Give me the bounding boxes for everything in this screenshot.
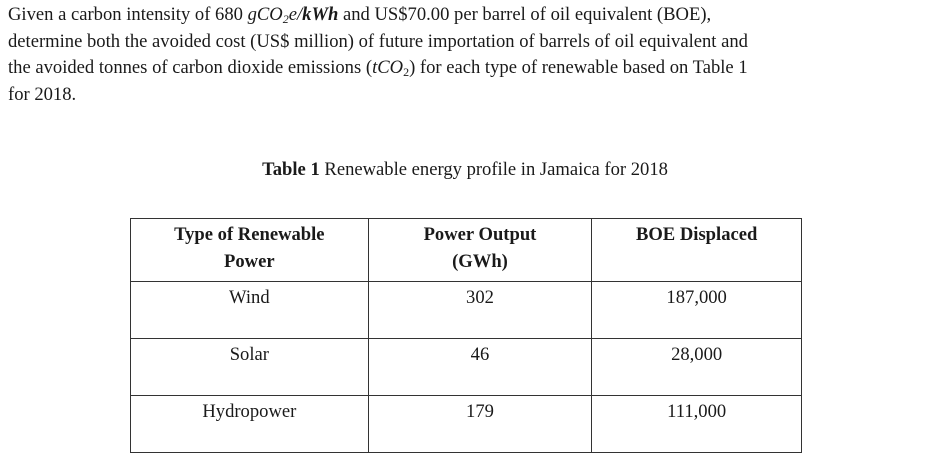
tco2-unit: tCO	[372, 57, 404, 78]
table-caption: Table 1 Renewable energy profile in Jama…	[0, 159, 930, 181]
text-segment: and US$70.00 per barrel of oil equivalen…	[338, 4, 712, 25]
cell-boe-displaced: 111,000	[591, 395, 802, 453]
problem-line-4: for 2018.	[8, 83, 77, 105]
cell-type: Wind	[130, 281, 369, 339]
subscript-2: 2	[403, 65, 410, 79]
table-caption-text: Renewable energy profile in Jamaica for …	[319, 159, 668, 180]
carbon-intensity-unit-kwh: kWh	[302, 4, 339, 25]
problem-line-3: the avoided tonnes of carbon dioxide emi…	[8, 55, 928, 82]
header-text: BOE Displaced	[635, 224, 758, 245]
text-segment: ) for each type of renewable based on Ta…	[409, 57, 748, 78]
table-caption-label: Table 1	[262, 159, 320, 180]
problem-line-1: Given a carbon intensity of 680 gCO2e/kW…	[8, 2, 928, 29]
problem-line-2: determine both the avoided cost (US$ mil…	[8, 30, 748, 52]
column-header-power-output: Power Output (GWh)	[367, 218, 593, 282]
cell-type: Hydropower	[130, 395, 369, 453]
table-row: Solar 46 28,000	[130, 338, 802, 396]
cell-type: Solar	[130, 338, 369, 396]
cell-power-output: 46	[367, 338, 593, 396]
subscript-2: 2	[282, 12, 289, 26]
renewable-energy-table: Type of Renewable Power Power Output (GWh)…	[130, 218, 802, 453]
header-text: (GWh)	[452, 251, 508, 272]
text-segment: the avoided tonnes of carbon dioxide emi…	[8, 57, 373, 78]
cell-power-output: 179	[367, 395, 593, 453]
table-header-row: Type of Renewable Power Power Output (GWh)…	[130, 218, 802, 282]
column-header-type: Type of Renewable Power	[130, 218, 369, 282]
carbon-intensity-unit-part: e/	[288, 4, 303, 25]
table-row: Wind 302 187,000	[130, 281, 802, 339]
cell-boe-displaced: 187,000	[591, 281, 802, 339]
header-text: Type of Renewable	[174, 224, 325, 245]
problem-statement: Given a carbon intensity of 680 gCO2e/kW…	[8, 2, 928, 108]
table-row: Hydropower 179 111,000	[130, 395, 802, 453]
text-segment: Given a carbon intensity of 680	[8, 4, 248, 25]
carbon-intensity-unit-part: gCO	[247, 4, 283, 25]
column-header-boe-displaced: BOE Displaced	[591, 218, 802, 282]
cell-power-output: 302	[367, 281, 593, 339]
cell-boe-displaced: 28,000	[591, 338, 802, 396]
header-text: Power Output	[423, 224, 537, 245]
header-text: Power	[224, 251, 275, 272]
